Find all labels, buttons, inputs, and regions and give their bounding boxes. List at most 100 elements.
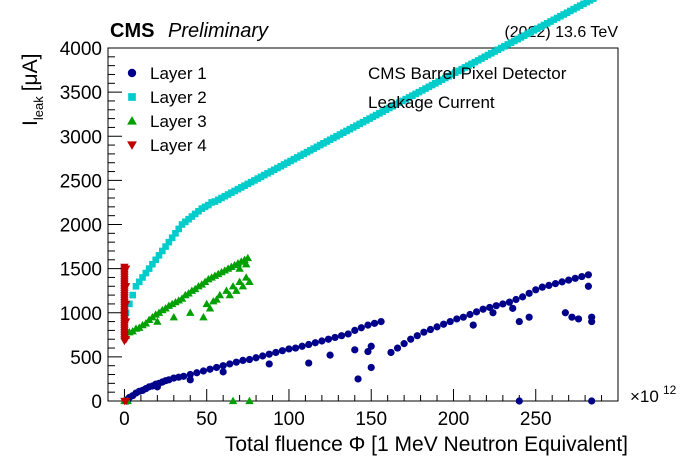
data-point	[512, 295, 520, 304]
data-point	[364, 321, 372, 329]
data-point	[235, 264, 244, 272]
x-tick-label: 100	[273, 409, 305, 430]
legend: Layer 1 Layer 2 Layer 3 Layer 4	[127, 64, 207, 155]
x-tick-label: 200	[438, 409, 470, 430]
data-point	[180, 372, 188, 380]
legend-label: Layer 4	[150, 136, 207, 155]
data-point	[420, 328, 428, 336]
data-point	[311, 339, 319, 347]
data-point	[212, 295, 221, 303]
x-axis-title: Total fluence Φ [1 MeV Neutron Equivalen…	[225, 433, 628, 456]
data-point	[212, 363, 221, 372]
data-point	[590, 0, 597, 2]
data-point	[505, 298, 514, 306]
legend-label: Layer 3	[150, 112, 207, 131]
y-tick-label: 3000	[60, 127, 102, 148]
legend-marker	[127, 116, 137, 125]
data-point	[235, 277, 244, 286]
data-point	[259, 352, 267, 360]
data-point	[222, 286, 231, 294]
data-point	[515, 397, 523, 405]
x-tick-label: 50	[196, 409, 217, 430]
data-point	[142, 269, 150, 277]
y-tick-label: 4000	[60, 39, 102, 60]
data-point	[440, 320, 448, 328]
data-point	[489, 309, 497, 317]
data-point	[169, 312, 179, 321]
data-point	[193, 369, 201, 377]
series-2	[122, 0, 600, 317]
data-point	[588, 317, 596, 326]
data-point	[285, 345, 293, 353]
data-point	[199, 312, 208, 321]
y-tick-label: 1000	[60, 304, 102, 325]
legend-label: Layer 2	[150, 88, 207, 107]
data-point	[202, 299, 211, 308]
data-point	[245, 355, 254, 364]
annotation-title: CMS Barrel Pixel Detector	[368, 64, 567, 83]
data-point	[199, 367, 208, 375]
data-point	[206, 365, 214, 373]
data-point	[252, 354, 260, 362]
data-point	[318, 337, 326, 345]
data-point	[551, 280, 560, 288]
data-point	[205, 304, 215, 312]
legend-marker	[127, 68, 137, 78]
legend-item: Layer 3	[127, 112, 207, 131]
y-tick-label: 1500	[60, 260, 102, 281]
data-point	[228, 396, 238, 405]
y-tick-label: 500	[70, 348, 102, 369]
data-point	[525, 289, 533, 297]
data-point	[305, 340, 313, 349]
data-markers	[120, 0, 600, 406]
data-point	[472, 308, 481, 316]
data-point	[168, 234, 176, 242]
data-point	[377, 317, 385, 326]
data-point	[509, 304, 517, 312]
data-point	[121, 265, 131, 273]
data-point	[139, 274, 146, 281]
data-point	[245, 277, 254, 286]
data-point	[538, 283, 546, 291]
data-point	[226, 360, 234, 368]
data-point	[186, 308, 195, 316]
data-point	[561, 309, 569, 317]
data-point	[393, 344, 402, 352]
data-point	[135, 278, 143, 286]
data-point	[278, 347, 286, 355]
data-point	[499, 300, 507, 308]
data-point	[121, 336, 131, 344]
experiment-label: CMS	[110, 20, 154, 42]
data-point	[459, 313, 467, 321]
data-point	[400, 340, 408, 348]
data-point	[357, 324, 365, 332]
y-axis-symbol: I	[19, 120, 42, 126]
data-point	[121, 397, 131, 406]
data-point	[354, 375, 362, 383]
data-point	[121, 318, 131, 326]
data-point	[186, 376, 194, 384]
data-point	[558, 278, 566, 286]
data-point	[565, 276, 573, 284]
data-point	[215, 290, 225, 299]
status-label: Preliminary	[168, 20, 269, 42]
data-point	[338, 332, 346, 340]
y-axis-subscript: leak	[31, 96, 46, 120]
data-point	[175, 225, 183, 233]
data-point	[243, 253, 253, 262]
data-point	[568, 313, 576, 321]
data-point	[446, 317, 454, 326]
data-point	[588, 397, 596, 405]
data-point	[324, 335, 333, 343]
data-point	[145, 265, 153, 272]
y-axis-unit: [μA]	[19, 54, 42, 92]
svg-text:Ileak[μA]: Ileak [μA]	[19, 54, 46, 126]
data-point	[158, 247, 166, 255]
y-axis-title: Ileak [μA]	[19, 54, 46, 126]
data-point	[351, 346, 359, 354]
data-point	[545, 281, 553, 289]
x-tick-label: 250	[520, 409, 552, 430]
data-point	[331, 333, 339, 342]
data-point	[492, 302, 500, 310]
data-point	[238, 282, 248, 290]
